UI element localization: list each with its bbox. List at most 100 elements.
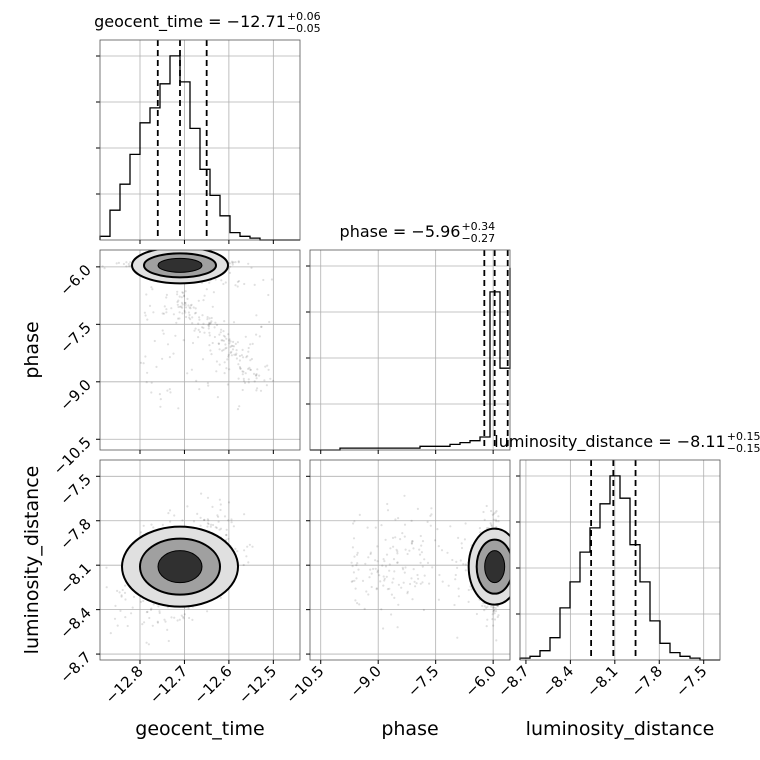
sample-point (385, 575, 388, 578)
title-equals: = (203, 12, 227, 31)
y-axis-label-luminosity_distance: luminosity_distance (21, 466, 43, 655)
sample-point (232, 261, 235, 264)
sample-point (496, 605, 500, 608)
sample-point (228, 342, 231, 345)
sample-point (201, 358, 205, 361)
sample-point (383, 560, 386, 563)
sample-point (394, 518, 397, 521)
sample-point (234, 353, 237, 357)
sample-point (183, 309, 186, 312)
sample-point (394, 536, 397, 539)
sample-point (475, 612, 478, 616)
sample-point (495, 510, 498, 513)
sample-point (173, 514, 176, 517)
sample-point (494, 511, 497, 514)
sample-point (421, 540, 425, 543)
sample-point (169, 391, 172, 394)
sample-point (255, 314, 258, 317)
sample-point (152, 603, 155, 606)
sample-point (406, 590, 409, 593)
sample-point (453, 603, 456, 607)
sample-point (117, 261, 120, 264)
sample-point (242, 379, 246, 382)
sample-point (101, 265, 104, 268)
sample-point (386, 509, 390, 512)
sample-point (367, 593, 370, 596)
sample-point (365, 590, 368, 593)
sample-point (207, 384, 210, 387)
sample-point (411, 540, 414, 543)
sample-point (417, 577, 420, 580)
sample-point (251, 545, 254, 548)
sample-point (492, 512, 496, 515)
sample-point (221, 339, 224, 342)
sample-point (207, 327, 210, 330)
sample-point (363, 607, 366, 611)
sample-point (369, 568, 372, 571)
sample-point (193, 312, 197, 315)
sample-point (464, 563, 467, 566)
sample-point (437, 545, 440, 548)
x-tick-label: −7.8 (628, 662, 666, 700)
sample-point (144, 355, 147, 358)
sample-point (234, 342, 237, 345)
sample-point (396, 550, 399, 553)
sample-point (248, 543, 251, 546)
sample-point (219, 331, 222, 334)
x-tick-label: −12.8 (102, 662, 147, 707)
sample-point (207, 325, 211, 328)
sample-point (223, 335, 227, 338)
sample-point (230, 521, 233, 524)
sample-point (208, 334, 211, 337)
sample-point (187, 311, 190, 314)
sample-point (225, 538, 228, 541)
sample-point (245, 356, 248, 359)
sample-point (189, 318, 192, 321)
sample-point (429, 514, 432, 518)
sample-point (376, 569, 379, 572)
sample-point (486, 618, 489, 621)
sample-point (228, 262, 232, 265)
sample-point (202, 322, 205, 325)
sample-point (186, 297, 189, 300)
sample-point (191, 316, 194, 319)
sample-point (224, 347, 227, 350)
sample-point (428, 582, 431, 585)
sample-point (206, 382, 209, 385)
sample-point (125, 265, 128, 268)
sample-point (440, 549, 444, 552)
sample-point (390, 613, 393, 616)
sample-point (404, 566, 407, 569)
sample-point (410, 519, 413, 523)
sample-point (150, 523, 153, 526)
sample-point (464, 569, 467, 572)
sample-point (375, 587, 378, 590)
sample-point (390, 593, 393, 596)
sample-point (194, 327, 197, 330)
x-tick-label: −12.5 (235, 662, 280, 707)
sample-point (124, 616, 127, 619)
sample-point (492, 518, 495, 521)
sample-point (184, 311, 187, 314)
sample-point (382, 584, 385, 587)
sample-point (255, 389, 258, 392)
sample-point (193, 329, 196, 332)
sample-point (419, 582, 422, 585)
sample-point (247, 350, 250, 353)
sample-point (128, 264, 131, 268)
panel-title-luminosity_distance: luminosity_distance = −8.11 +0.15−0.15 (494, 430, 760, 455)
sample-point (170, 616, 173, 619)
sample-point (184, 301, 187, 304)
sample-point (386, 502, 389, 506)
sample-point (217, 515, 220, 518)
sample-point (490, 605, 493, 608)
sample-point (433, 539, 437, 542)
histogram-layer (99, 40, 720, 661)
sample-point (121, 588, 124, 592)
sample-point (382, 627, 385, 630)
sample-point (180, 296, 183, 299)
sample-point (247, 346, 250, 350)
sample-point (182, 295, 186, 298)
sample-point (396, 561, 399, 564)
sample-point (403, 494, 406, 497)
